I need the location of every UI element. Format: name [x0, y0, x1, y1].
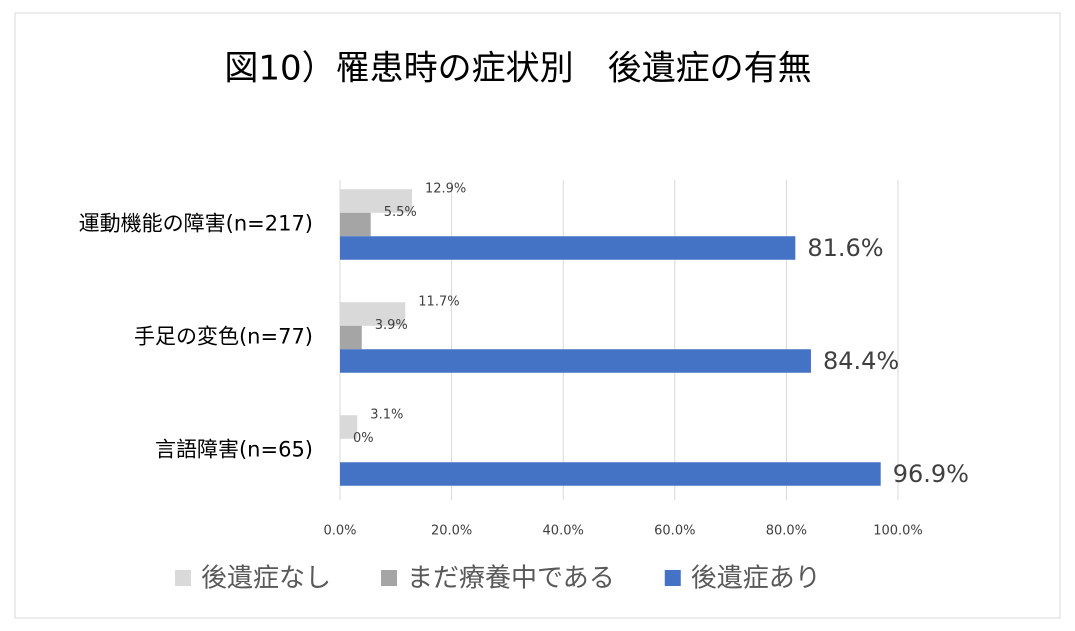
legend-label: まだ療養中である — [407, 564, 615, 594]
legend-swatch — [664, 570, 681, 586]
y-tick-label: 運動機能の障害(n=217) — [79, 212, 313, 236]
bar — [340, 462, 881, 486]
chart-title: 図10）罹患時の症状別 後遺症の有無 — [224, 49, 811, 89]
legend-swatch — [381, 570, 398, 586]
y-tick-label: 手足の変色(n=77) — [134, 325, 313, 349]
value-label: 11.7% — [418, 295, 459, 310]
value-label: 84.4% — [823, 347, 899, 375]
x-tick-label: 40.0% — [543, 524, 584, 539]
bar — [340, 349, 811, 373]
value-label: 0% — [353, 431, 374, 446]
x-tick-label: 20.0% — [431, 524, 472, 539]
bar — [340, 236, 796, 260]
value-label: 96.9% — [893, 460, 969, 488]
x-tick-label: 0.0% — [323, 524, 356, 539]
value-label: 81.6% — [807, 234, 883, 262]
legend-swatch — [175, 570, 191, 586]
bar — [340, 415, 358, 439]
value-label: 3.9% — [375, 318, 408, 333]
y-tick-label: 言語障害(n=65) — [155, 438, 313, 462]
x-tick-label: 80.0% — [766, 524, 807, 539]
bar — [340, 189, 412, 213]
value-label: 3.1% — [370, 408, 403, 423]
value-label: 12.9% — [425, 182, 466, 197]
bar — [340, 302, 406, 326]
chart-border — [14, 12, 1061, 619]
x-tick-label: 60.0% — [654, 524, 695, 539]
bar — [340, 325, 362, 350]
legend-label: 後遺症あり — [691, 564, 821, 594]
x-tick-label: 100.0% — [873, 524, 923, 539]
value-label: 5.5% — [384, 205, 417, 220]
bar — [340, 212, 371, 237]
legend-label: 後遺症なし — [201, 564, 331, 594]
